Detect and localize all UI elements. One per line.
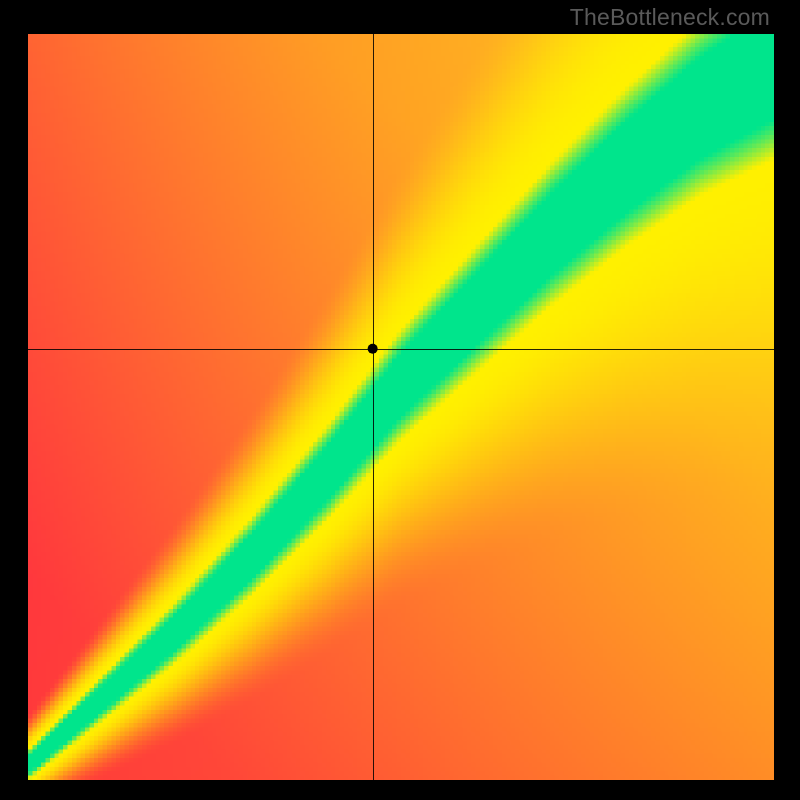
chart-container: { "watermark": "TheBottleneck.com", "wat… [0, 0, 800, 800]
heatmap-overlay [28, 34, 774, 780]
watermark-text: TheBottleneck.com [570, 4, 770, 31]
bottleneck-heatmap [28, 34, 774, 780]
